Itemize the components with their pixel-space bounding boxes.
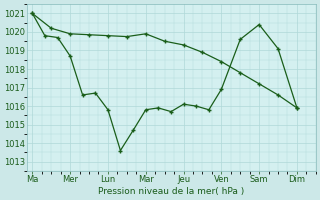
X-axis label: Pression niveau de la mer( hPa ): Pression niveau de la mer( hPa ) <box>98 187 244 196</box>
